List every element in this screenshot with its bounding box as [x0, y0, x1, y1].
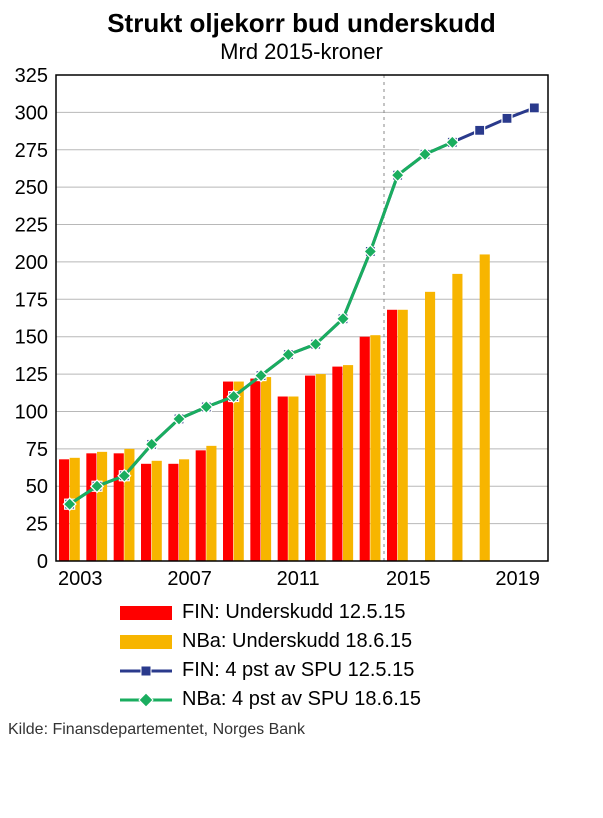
bar — [425, 292, 435, 561]
y-tick-label: 100 — [15, 401, 48, 423]
y-tick-label: 200 — [15, 252, 48, 274]
bar — [261, 377, 271, 561]
legend-label: NBa: Underskudd 18.6.15 — [182, 630, 412, 653]
bar — [152, 461, 162, 561]
x-tick-label: 2019 — [495, 568, 540, 590]
bar — [370, 335, 380, 561]
bar — [114, 453, 124, 561]
y-tick-label: 0 — [37, 551, 48, 573]
y-tick-label: 150 — [15, 327, 48, 349]
bar — [480, 254, 490, 561]
chart-area: 0 25 50 75 100 125 150 175 200 225 250 275 300 325 200… — [0, 65, 603, 595]
y-tick-label: 225 — [15, 215, 48, 237]
bar — [398, 310, 408, 561]
legend-swatch — [120, 635, 172, 649]
chart-svg: 0 25 50 75 100 125 150 175 200 225 250 275 300 325 200… — [0, 65, 560, 595]
page: Strukt oljekorr bud underskudd Mrd 2015-… — [0, 0, 603, 818]
legend-item: FIN: 4 pst av SPU 12.5.15 — [120, 659, 603, 682]
source-footer: Kilde: Finansdepartementet, Norges Bank — [8, 721, 603, 739]
y-tick-label: 325 — [15, 65, 48, 87]
legend-label: FIN: 4 pst av SPU 12.5.15 — [182, 659, 414, 682]
bar — [316, 374, 326, 561]
bar — [332, 367, 342, 561]
legend-swatch — [120, 691, 172, 709]
legend-item: NBa: Underskudd 18.6.15 — [120, 630, 603, 653]
bar — [288, 397, 298, 561]
legend-label: FIN: Underskudd 12.5.15 — [182, 601, 405, 624]
chart-subtitle: Mrd 2015-kroner — [0, 39, 603, 65]
bar — [250, 379, 260, 561]
bar — [234, 382, 244, 561]
y-tick-label: 275 — [15, 140, 48, 162]
legend-item: FIN: Underskudd 12.5.15 — [120, 601, 603, 624]
legend-label: NBa: 4 pst av SPU 18.6.15 — [182, 688, 421, 711]
legend-item: NBa: 4 pst av SPU 18.6.15 — [120, 688, 603, 711]
bar — [168, 464, 178, 561]
bar — [305, 376, 315, 561]
bar — [97, 452, 107, 561]
bar — [360, 337, 370, 561]
y-tick-label: 300 — [15, 102, 48, 124]
x-tick-label: 2011 — [277, 568, 320, 590]
y-tick-label: 175 — [15, 289, 48, 311]
bar — [278, 397, 288, 561]
x-tick-label: 2015 — [386, 568, 431, 590]
y-tick-label: 250 — [15, 177, 48, 199]
y-tick-label: 75 — [26, 439, 48, 461]
bar — [452, 274, 462, 561]
bar — [141, 464, 151, 561]
bar — [86, 453, 96, 561]
bar — [343, 365, 353, 561]
bar — [196, 450, 206, 561]
y-tick-label: 50 — [26, 476, 48, 498]
bar — [206, 446, 216, 561]
x-tick-label: 2007 — [167, 568, 212, 590]
legend: FIN: Underskudd 12.5.15 NBa: Underskudd 1… — [120, 601, 603, 711]
bar — [179, 459, 189, 561]
bar — [223, 382, 233, 561]
y-tick-label: 125 — [15, 364, 48, 386]
legend-swatch — [120, 662, 172, 680]
chart-title: Strukt oljekorr bud underskudd — [0, 8, 603, 39]
bar — [387, 310, 397, 561]
legend-swatch — [120, 606, 172, 620]
bar — [59, 459, 69, 561]
x-tick-label: 2003 — [58, 568, 103, 590]
y-tick-label: 25 — [26, 514, 48, 536]
